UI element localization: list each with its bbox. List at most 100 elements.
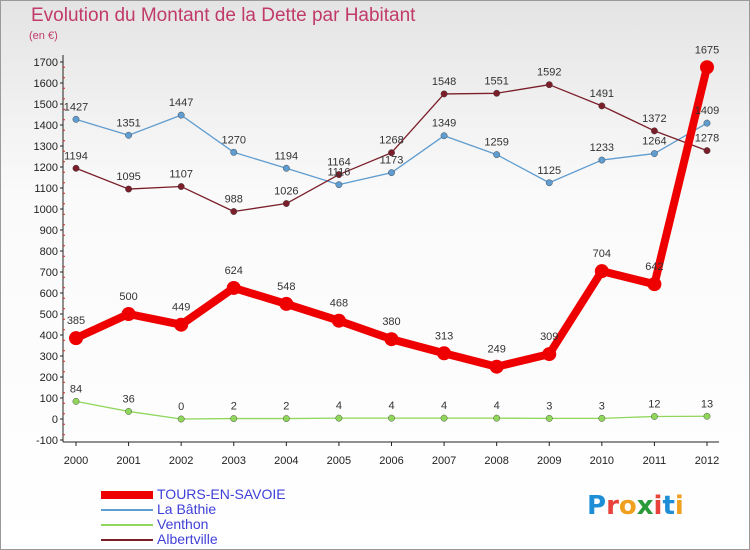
x-tick-label: 2010 <box>590 455 614 467</box>
y-tick-label: 100 <box>40 393 58 405</box>
data-point <box>598 102 606 110</box>
y-tick-label: 1100 <box>34 183 58 195</box>
data-point <box>437 346 452 361</box>
data-label: 1233 <box>590 142 614 154</box>
y-tick-label: -100 <box>36 435 58 447</box>
x-tick-label: 2003 <box>222 455 246 467</box>
logo-letter: i <box>674 491 684 521</box>
data-label: 449 <box>172 302 190 314</box>
data-label: 1592 <box>537 67 561 79</box>
proxiti-logo: Proxiti <box>587 491 684 521</box>
data-label: 13 <box>701 398 713 410</box>
data-point <box>493 151 501 159</box>
y-tick-label: 1400 <box>34 120 58 132</box>
data-point <box>230 415 238 422</box>
data-point <box>331 313 346 328</box>
data-label: 1548 <box>432 76 456 88</box>
data-label: 1270 <box>222 134 246 146</box>
data-label: 84 <box>70 383 82 395</box>
data-label: 4 <box>388 400 394 412</box>
data-label: 1372 <box>642 113 666 125</box>
data-label: 642 <box>645 261 663 273</box>
legend-label: La Bâthie <box>157 501 217 517</box>
data-point <box>226 280 241 295</box>
data-label: 380 <box>382 316 400 328</box>
data-point <box>125 408 132 415</box>
data-label: 1125 <box>537 165 561 177</box>
data-label: 4 <box>494 400 500 412</box>
x-tick-label: 2001 <box>116 455 140 467</box>
data-label: 1116 <box>327 167 350 179</box>
data-point <box>282 200 290 207</box>
data-point <box>703 119 711 127</box>
y-tick-label: 300 <box>40 351 58 363</box>
data-label: 1349 <box>432 118 456 130</box>
y-tick-label: 1200 <box>34 162 58 174</box>
legend-label: Venthon <box>157 516 209 532</box>
data-label: 1107 <box>169 169 193 181</box>
data-label: 4 <box>336 400 342 412</box>
legend: TOURS-EN-SAVOIE La Bâthie Venthon Albertvil… <box>101 487 341 547</box>
legend-item: Albertville <box>101 532 341 547</box>
y-tick-label: 1000 <box>34 204 58 216</box>
data-point <box>335 181 343 189</box>
y-tick-label: 1500 <box>34 99 58 111</box>
data-label: 3 <box>546 400 552 412</box>
x-tick-label: 2011 <box>643 455 667 467</box>
y-tick-label: 800 <box>40 246 58 258</box>
data-point <box>545 414 553 422</box>
x-tick-label: 2008 <box>484 455 508 467</box>
data-label: 1259 <box>484 137 508 149</box>
data-label: 548 <box>277 281 295 293</box>
data-point <box>230 208 238 215</box>
data-label: 704 <box>593 248 611 260</box>
data-point <box>493 89 501 97</box>
x-tick-label: 2012 <box>695 455 719 467</box>
data-point <box>125 185 132 193</box>
data-label: 4 <box>441 400 447 412</box>
logo-letter: o <box>618 491 637 521</box>
data-label: 0 <box>178 401 184 413</box>
legend-item: Venthon <box>101 517 341 532</box>
x-tick-label: 2002 <box>169 455 193 467</box>
data-point <box>545 179 553 187</box>
data-point <box>598 414 606 422</box>
data-point <box>545 81 553 89</box>
data-point <box>594 264 609 279</box>
x-tick-label: 2005 <box>327 455 351 467</box>
data-point <box>384 332 399 347</box>
y-tick-label: 1600 <box>34 78 58 90</box>
data-point <box>489 359 504 374</box>
x-tick-label: 2000 <box>64 455 88 467</box>
legend-item: TOURS-EN-SAVOIE <box>101 487 341 502</box>
data-point <box>72 397 80 405</box>
data-point <box>388 414 395 422</box>
data-point <box>651 150 658 157</box>
legend-swatch <box>101 491 153 499</box>
data-point <box>388 169 395 177</box>
data-label: 1427 <box>64 101 88 113</box>
data-point <box>493 414 501 422</box>
data-label: 313 <box>435 330 453 342</box>
data-label: 468 <box>330 298 348 310</box>
data-point <box>72 164 80 172</box>
logo-letter: i <box>653 491 663 521</box>
legend-swatch <box>101 509 153 511</box>
data-point <box>440 414 448 422</box>
y-tick-label: 1700 <box>34 57 58 69</box>
x-tick-label: 2006 <box>379 455 403 467</box>
legend-label: TOURS-EN-SAVOIE <box>157 486 286 502</box>
data-point <box>440 132 448 140</box>
data-point <box>651 127 658 135</box>
logo-letter: t <box>662 491 675 521</box>
data-point <box>279 296 294 311</box>
data-label: 1194 <box>64 150 88 162</box>
data-label: 1164 <box>327 157 351 169</box>
data-label: 1491 <box>590 88 614 100</box>
data-label: 12 <box>648 398 660 410</box>
data-label: 1194 <box>275 150 299 162</box>
y-tick-label: 700 <box>40 267 58 279</box>
legend-swatch <box>101 524 153 526</box>
